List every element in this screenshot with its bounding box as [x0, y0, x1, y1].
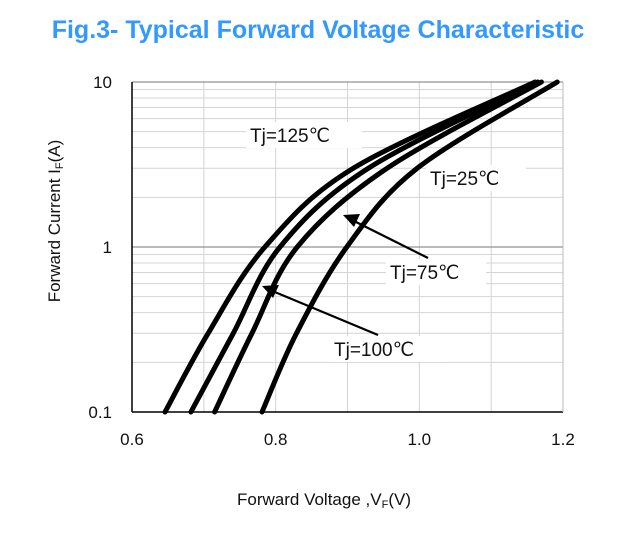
y-tick-label: 10 — [93, 73, 112, 92]
chart-title: Fig.3- Typical Forward Voltage Character… — [52, 16, 585, 44]
x-tick-label: 1.0 — [408, 430, 432, 449]
tick-labels: 0.6 0.8 1.0 1.2 0.1 1 10 — [88, 73, 574, 449]
arrow-100 — [269, 288, 379, 337]
series-line-100 — [188, 79, 541, 415]
annotation-25: Tj=25℃ — [430, 169, 499, 190]
annotation-75: Tj=75℃ — [390, 263, 459, 284]
x-axis-label: Forward Voltage ,VF(V) — [237, 490, 411, 511]
series-line-75 — [212, 79, 544, 415]
x-tick-label: 0.6 — [120, 430, 144, 449]
x-tick-label: 0.8 — [264, 430, 288, 449]
y-tick-label: 0.1 — [88, 403, 112, 422]
y-tick-label: 1 — [103, 238, 112, 257]
y-axis-label: Forward Current IF(A) — [45, 140, 66, 303]
x-tick-label: 1.2 — [551, 430, 575, 449]
series-line-125 — [162, 79, 538, 415]
annotation-125: Tj=125℃ — [250, 126, 330, 147]
annotations: Tj=125℃ Tj=25℃ Tj=75℃ Tj=100℃ — [246, 122, 526, 362]
arrowhead-75 — [343, 214, 360, 227]
arrowhead-100 — [262, 285, 279, 298]
series-line-25 — [259, 79, 560, 415]
curves — [162, 79, 560, 415]
arrow-75 — [351, 219, 429, 259]
annotation-100: Tj=100℃ — [334, 340, 414, 361]
